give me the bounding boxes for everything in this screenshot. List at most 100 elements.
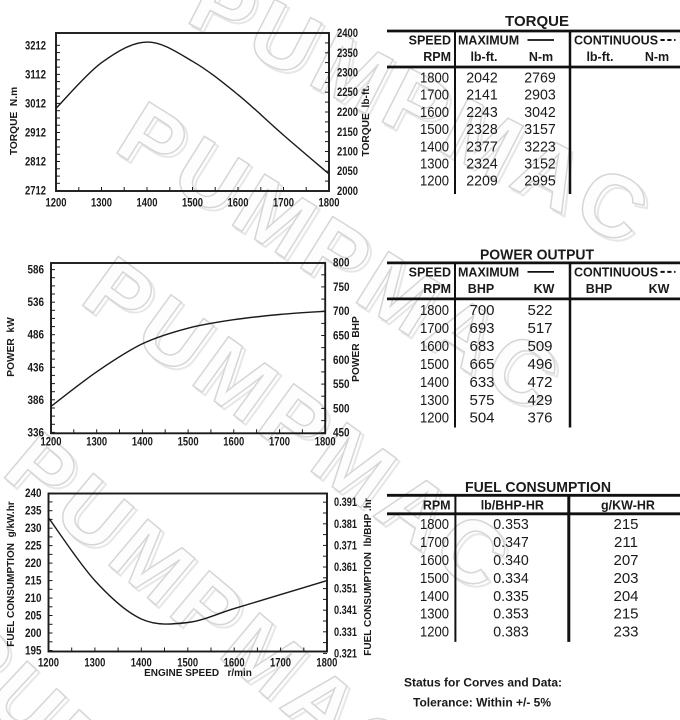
svg-text:TORQUE N.m: TORQUE N.m [9, 87, 20, 155]
svg-text:2200: 2200 [337, 107, 358, 119]
svg-text:CONTINUOUS: CONTINUOUS [574, 34, 658, 48]
svg-text:1700: 1700 [273, 198, 294, 210]
svg-text:TORQUE lb-ft.: TORQUE lb-ft. [361, 85, 372, 156]
svg-text:MAXIMUM: MAXIMUM [458, 34, 519, 48]
svg-text:486: 486 [28, 330, 45, 342]
svg-text:700: 700 [469, 302, 494, 319]
svg-text:0.371: 0.371 [334, 540, 357, 552]
svg-text:1600: 1600 [223, 437, 244, 449]
svg-text:1700: 1700 [270, 658, 291, 670]
svg-text:665: 665 [469, 356, 494, 373]
svg-text:POWER BHP: POWER BHP [351, 316, 362, 382]
svg-text:RPM: RPM [423, 499, 451, 513]
svg-text:lb-ft.: lb-ft. [470, 50, 497, 64]
svg-text:TORQUE: TORQUE [505, 13, 569, 30]
svg-text:800: 800 [333, 258, 350, 270]
svg-text:1500: 1500 [420, 570, 449, 587]
svg-text:2000: 2000 [337, 186, 358, 198]
svg-text:1200: 1200 [420, 173, 449, 190]
svg-text:N-m: N-m [645, 50, 669, 64]
svg-text:FUEL CONSUMPTION g/kW.hr: FUEL CONSUMPTION g/kW.hr [6, 501, 17, 646]
svg-text:336: 336 [28, 427, 45, 439]
svg-text:550: 550 [333, 379, 350, 391]
svg-text:3157: 3157 [524, 121, 556, 138]
svg-text:ENGINE SPEED r/min: ENGINE SPEED r/min [144, 668, 252, 679]
svg-text:2903: 2903 [524, 87, 556, 104]
svg-text:1400: 1400 [131, 658, 152, 670]
svg-text:1800: 1800 [315, 437, 336, 449]
svg-text:KW: KW [649, 282, 670, 296]
svg-text:1200: 1200 [420, 624, 449, 641]
svg-text:0.383: 0.383 [493, 624, 529, 641]
svg-text:N-m: N-m [529, 50, 553, 64]
svg-text:586: 586 [28, 265, 45, 277]
svg-text:0.340: 0.340 [493, 552, 529, 569]
svg-text:504: 504 [469, 410, 494, 427]
svg-text:SPEED: SPEED [409, 265, 451, 279]
svg-text:750: 750 [333, 282, 350, 294]
svg-text:500: 500 [333, 403, 350, 415]
svg-text:215: 215 [613, 606, 638, 623]
svg-text:1800: 1800 [319, 198, 340, 210]
svg-text:lb-ft.: lb-ft. [586, 50, 613, 64]
svg-text:3112: 3112 [25, 69, 46, 81]
svg-text:2209: 2209 [466, 173, 498, 190]
svg-text:1500: 1500 [178, 437, 199, 449]
svg-text:1400: 1400 [137, 198, 158, 210]
svg-text:FUEL CONSUMPTION: FUEL CONSUMPTION [465, 479, 611, 496]
svg-text:1600: 1600 [228, 198, 249, 210]
svg-text:450: 450 [333, 428, 350, 440]
svg-text:2812: 2812 [25, 157, 46, 169]
svg-text:200: 200 [25, 628, 42, 640]
svg-text:2328: 2328 [466, 121, 498, 138]
svg-text:1200: 1200 [46, 198, 67, 210]
svg-text:2324: 2324 [466, 156, 498, 173]
svg-text:POWER kW: POWER kW [6, 317, 17, 377]
svg-text:700: 700 [333, 306, 350, 318]
svg-text:205: 205 [25, 611, 42, 623]
svg-text:BHP: BHP [468, 282, 494, 296]
svg-text:2350: 2350 [337, 48, 358, 60]
svg-text:1300: 1300 [91, 198, 112, 210]
svg-text:2050: 2050 [337, 166, 358, 178]
svg-text:1600: 1600 [420, 338, 449, 355]
svg-text:3012: 3012 [25, 98, 46, 110]
svg-text:1500: 1500 [177, 658, 198, 670]
svg-text:0.347: 0.347 [493, 534, 529, 551]
svg-text:472: 472 [527, 374, 552, 391]
svg-text:376: 376 [527, 410, 552, 427]
svg-text:1600: 1600 [420, 104, 449, 121]
svg-text:240: 240 [25, 488, 42, 500]
svg-text:0.334: 0.334 [493, 570, 529, 587]
svg-text:436: 436 [28, 362, 45, 374]
svg-text:1300: 1300 [420, 606, 449, 623]
svg-text:683: 683 [469, 338, 494, 355]
svg-text:RPM: RPM [423, 50, 451, 64]
svg-text:215: 215 [25, 576, 42, 588]
svg-text:2042: 2042 [466, 70, 498, 87]
svg-text:1800: 1800 [420, 302, 449, 319]
svg-text:2995: 2995 [524, 173, 556, 190]
svg-text:0.361: 0.361 [334, 562, 357, 574]
svg-text:2912: 2912 [25, 128, 46, 140]
svg-text:0.321: 0.321 [334, 648, 357, 660]
svg-text:0.353: 0.353 [493, 606, 529, 623]
svg-text:1300: 1300 [84, 658, 105, 670]
svg-text:1200: 1200 [38, 658, 59, 670]
svg-text:1800: 1800 [420, 516, 449, 533]
svg-text:lb/BHP-HR: lb/BHP-HR [481, 499, 544, 513]
svg-text:0.381: 0.381 [334, 519, 357, 531]
svg-text:1200: 1200 [420, 410, 449, 427]
svg-text:g/KW-HR: g/KW-HR [601, 499, 655, 513]
svg-text:1300: 1300 [86, 437, 107, 449]
svg-text:536: 536 [28, 297, 45, 309]
svg-text:195: 195 [25, 646, 42, 658]
svg-text:650: 650 [333, 331, 350, 343]
svg-text:Status for Corves and Data:: Status for Corves and Data: [404, 676, 562, 690]
svg-text:517: 517 [527, 320, 552, 337]
svg-text:496: 496 [527, 356, 552, 373]
svg-text:220: 220 [25, 558, 42, 570]
svg-text:215: 215 [613, 516, 638, 533]
svg-text:207: 207 [613, 552, 638, 569]
svg-text:509: 509 [527, 338, 552, 355]
